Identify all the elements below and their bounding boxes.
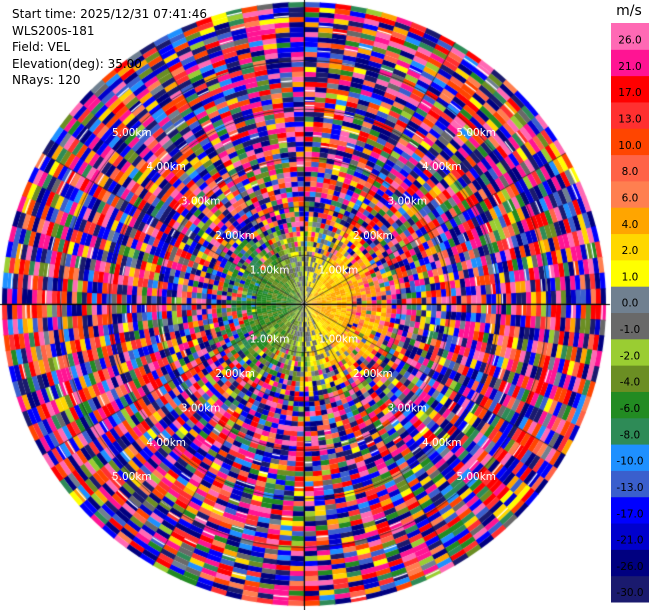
colorbar-tick-label: -17.0 [616,508,643,520]
colorbar-tick-label: 0.0 [622,298,639,310]
nrays-text: NRays: 120 [12,73,81,87]
range-ring-label: 1.00km [319,333,359,345]
range-ring-label: 4.00km [146,437,186,449]
colorbar-bin [611,391,649,419]
colorbar-bin [611,180,649,208]
colorbar-tick-label: 10.0 [618,140,641,152]
colorbar-tick-label: 26.0 [618,35,641,47]
colorbar-bin [611,233,649,261]
colorbar-bin [611,470,649,498]
colorbar-tick-label: 1.0 [622,271,639,283]
range-ring-label: 1.00km [250,265,290,277]
colorbar-ticks: -30.0 -26.0 -21.0 -17.0 -13.0 -10.0 -8.0 -6.0 -4… [616,35,643,600]
field-text: Field: VEL [12,40,71,54]
colorbar-tick-label: -10.0 [616,456,643,468]
range-ring-label: 3.00km [387,196,427,208]
colorbar-bin [611,523,649,550]
colorbar-tick-label: -21.0 [616,535,643,547]
elevation-text: Elevation(deg): 35.00 [12,56,142,71]
range-ring-label: 4.00km [146,161,186,173]
plot-info: Start time: 2025/12/31 07:41:46 WLS200s-… [12,6,207,89]
colorbar-tick-label: -8.0 [620,429,641,441]
colorbar-tick-label: 2.0 [622,245,639,257]
colorbar-bin [611,207,649,235]
range-ring-label: 5.00km [456,471,496,483]
colorbar-blocks [611,23,649,603]
range-ring-label: 1.00km [250,333,290,345]
instrument-name: WLS200s-181 [12,23,95,38]
colorbar-bin [611,128,649,156]
colorbar-bin [611,101,649,129]
colorbar-tick-label: -13.0 [616,482,643,494]
colorbar-bin [611,575,649,603]
colorbar-bin [611,49,649,77]
range-ring-label: 2.00km [353,230,393,242]
colorbar-tick-label: 21.0 [618,61,641,73]
colorbar-tick-label: 17.0 [618,87,641,99]
colorbar-bin [611,23,649,50]
range-ring-label: 2.00km [215,368,255,380]
colorbar-bin [611,549,649,577]
colorbar-tick-label: -30.0 [616,587,643,599]
range-ring-label: 5.00km [456,127,496,139]
range-ring-label: 3.00km [181,196,221,208]
colorbar-tick-label: 8.0 [622,166,639,178]
range-ring-labels: 1.00km 1.00km 1.00km 1.00km 2.00km 2.00km 2.00… [112,127,496,483]
colorbar-bin [611,417,649,445]
colorbar-tick-label: -1.0 [620,324,641,336]
colorbar-bin [611,338,649,366]
range-ring-label: 2.00km [353,368,393,380]
colorbar-bin [611,75,649,103]
colorbar-bin [611,365,649,392]
colorbar-bin [611,259,649,287]
range-ring-label: 3.00km [181,402,221,414]
colorbar-tick-label: -2.0 [620,350,641,362]
colorbar-tick-label: 6.0 [622,192,639,204]
range-ring-label: 4.00km [422,437,462,449]
colorbar-bin [611,312,649,340]
range-ring-label: 3.00km [387,402,427,414]
colorbar-tick-label: 4.0 [622,219,639,231]
range-ring-label: 2.00km [215,230,255,242]
colorbar-bin [611,286,649,313]
colorbar-tick-label: 13.0 [618,113,641,125]
colorbar-bin [611,496,649,524]
colorbar-unit: m/s [616,3,642,19]
colorbar-tick-label: -6.0 [620,403,641,415]
start-time-text: Start time: 2025/12/31 07:41:46 [12,7,207,21]
range-ring-label: 5.00km [112,127,152,139]
colorbar-bin [611,444,649,471]
range-ring-label: 5.00km [112,471,152,483]
colorbar-tick-label: -4.0 [620,377,641,389]
range-ring-label: 1.00km [319,265,359,277]
range-ring-label: 4.00km [422,161,462,173]
colorbar-bin [611,154,649,182]
colorbar-tick-label: -26.0 [616,561,643,573]
